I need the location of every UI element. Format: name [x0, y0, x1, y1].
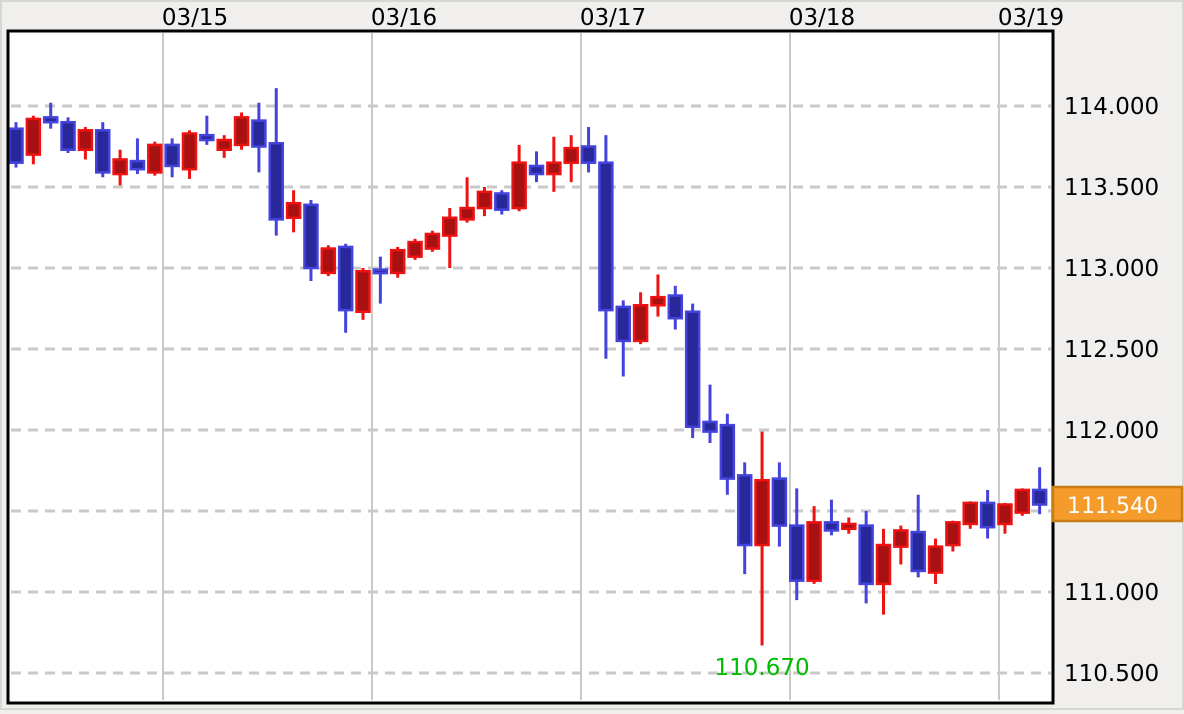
session-low-label: 110.670	[714, 655, 809, 681]
plot-border	[6, 29, 1055, 705]
candlestick-up	[563, 146, 579, 164]
candlestick-up	[459, 206, 475, 221]
y-tick-price: 113.000	[1064, 256, 1159, 282]
y-tick-price: 113.500	[1064, 175, 1159, 201]
candlestick-up	[511, 161, 527, 210]
candlestick-up	[320, 247, 337, 275]
candlestick-up	[632, 304, 649, 343]
candlestick-down	[1031, 488, 1048, 506]
x-tick-date: 03/17	[580, 5, 646, 31]
x-tick-date: 03/16	[371, 5, 437, 31]
candlestick-down	[303, 203, 319, 270]
candlestick-up	[233, 116, 250, 147]
x-tick-date: 03/18	[789, 5, 855, 31]
candlestick-up	[650, 295, 666, 307]
candlestick-down	[858, 524, 874, 586]
candlestick-down	[789, 524, 805, 582]
gridlines	[11, 33, 1051, 700]
candlestick-down	[337, 245, 354, 312]
candlestick-down	[129, 159, 146, 171]
x-tick-date: 03/19	[998, 5, 1064, 31]
candlestick-down	[494, 192, 510, 211]
plot-area	[8, 31, 1053, 703]
candlestick-up	[476, 190, 493, 210]
y-tick-price: 110.500	[1064, 661, 1159, 687]
candlestick-down	[667, 294, 684, 320]
candlestick-up	[407, 240, 423, 258]
candlestick-up	[841, 522, 857, 531]
candlestick-down	[702, 420, 718, 433]
candlestick-down	[979, 501, 996, 529]
candlestick-down	[60, 120, 76, 151]
candlestick-up	[806, 521, 822, 582]
candlestick-up	[927, 545, 944, 574]
candlestick-down	[164, 143, 180, 168]
candlestick-up	[181, 132, 198, 171]
y-tick-price: 112.000	[1064, 418, 1159, 444]
candlestick-up	[77, 129, 94, 151]
candlestick-down	[8, 127, 24, 164]
candlestick-up	[389, 248, 406, 275]
candles	[8, 88, 1048, 646]
candlestick-down	[736, 474, 753, 547]
x-tick-date: 03/15	[162, 5, 228, 31]
candlestick-down	[719, 423, 736, 480]
candlestick-down	[580, 145, 597, 164]
y-tick-price: 112.500	[1064, 337, 1159, 363]
candlestick-up	[945, 521, 961, 547]
candlestick-up	[216, 138, 232, 151]
candlestick-up	[546, 161, 562, 176]
candlestick-down	[95, 129, 111, 174]
candlestick-up	[1014, 488, 1031, 514]
candlestick-down	[268, 142, 284, 221]
candlestick-up	[893, 529, 909, 548]
candlestick-down	[199, 133, 215, 142]
candlestick-down	[684, 310, 701, 429]
candlestick-down	[910, 530, 926, 573]
candlestick-down	[528, 164, 545, 176]
candlestick-down	[372, 268, 389, 275]
candlestick-up	[997, 503, 1013, 526]
candlestick-up	[875, 543, 892, 586]
candlestick-down	[771, 477, 788, 527]
candlestick-up	[424, 232, 441, 250]
candlestick-down	[42, 116, 59, 124]
candlestick-up	[285, 201, 302, 220]
candlestick-down	[823, 521, 840, 532]
candlestick-down	[615, 305, 631, 343]
candlestick-up	[962, 501, 978, 526]
candlestick-up	[355, 269, 371, 313]
candlestick-up	[112, 158, 128, 176]
candlestick-up	[25, 117, 42, 156]
current-price-label: 111.540	[1067, 494, 1158, 519]
candlestick-down	[251, 119, 267, 148]
candlestick-up	[442, 216, 458, 237]
candlestick-down	[598, 161, 614, 312]
y-tick-price: 111.000	[1064, 580, 1159, 606]
current-price-badge	[1051, 485, 1184, 523]
candlestick-up	[754, 478, 770, 547]
y-tick-price: 114.000	[1064, 94, 1159, 120]
candlestick-up	[147, 143, 163, 174]
